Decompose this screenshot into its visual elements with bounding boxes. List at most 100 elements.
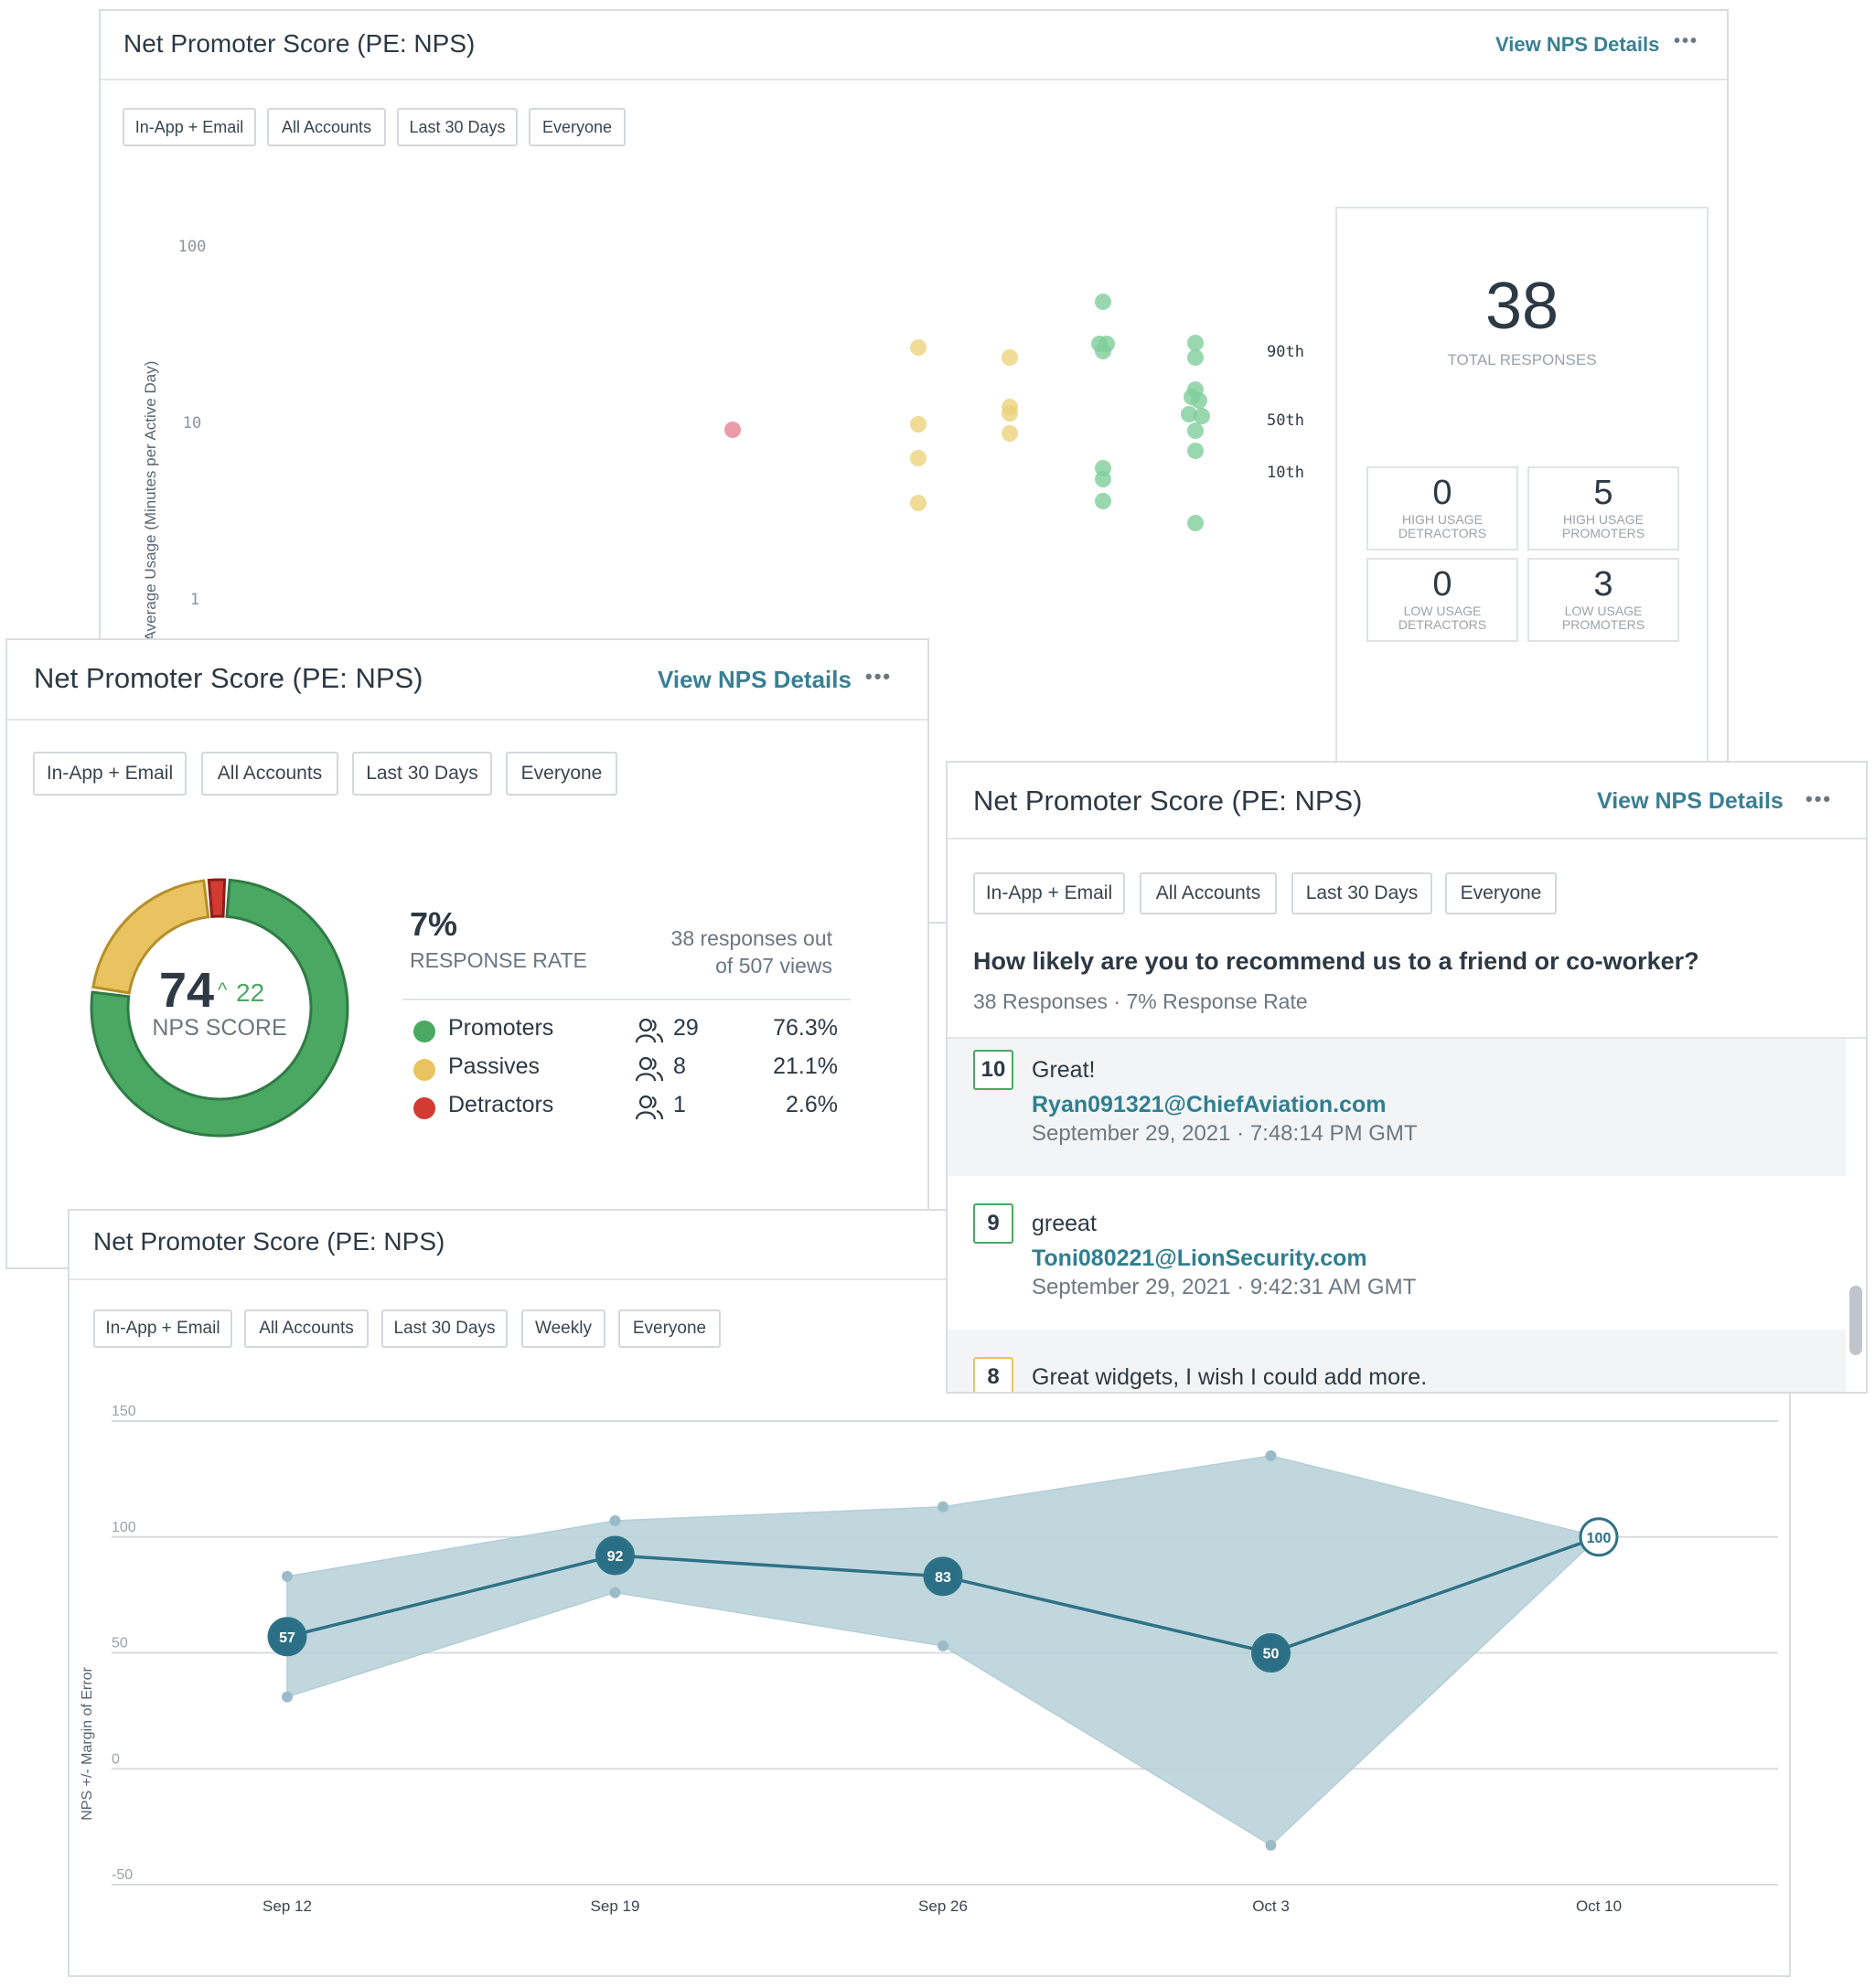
y-tick-label: 0	[112, 1751, 120, 1767]
nps-change-value: 22	[236, 978, 265, 1007]
stat-label-line1: LOW USAGE	[1403, 604, 1482, 618]
stat-label-line2: DETRACTORS	[1398, 526, 1487, 540]
card-header: Net Promoter Score (PE: NPS) View NPS De…	[948, 763, 1866, 839]
survey-meta: 38 Responses · 7% Response Rate	[973, 989, 1308, 1013]
nps-point[interactable]	[1251, 1633, 1291, 1673]
response-email-link[interactable]: Ryan091321@ChiefAviation.com	[1032, 1092, 1387, 1117]
filter-date-range[interactable]: Last 30 Days	[397, 108, 518, 146]
promoter-point	[1187, 349, 1204, 366]
nps-point[interactable]	[1579, 1517, 1619, 1557]
stat-label-line1: LOW USAGE	[1564, 604, 1643, 618]
promoter-point	[1194, 408, 1210, 424]
list-item[interactable]: 10 Great! Ryan091321@ChiefAviation.com S…	[948, 1039, 1846, 1176]
nps-point[interactable]	[267, 1617, 307, 1657]
promoter-point	[1187, 422, 1204, 439]
legend-percent: 76.3%	[773, 1015, 838, 1041]
filter-audience[interactable]: Everyone	[506, 752, 617, 796]
stat-label-line1: HIGH USAGE	[1563, 512, 1644, 527]
legend-row-detractors: Detractors 1 2.6%	[7, 1092, 927, 1128]
filter-accounts[interactable]: All Accounts	[201, 752, 338, 796]
legend-percent: 2.6%	[786, 1092, 838, 1117]
response-date: September 29, 2021 · 7:48:14 PM GMT	[1032, 1121, 1418, 1146]
percentile-label-90th: 90th	[1267, 343, 1304, 361]
passive-point	[1002, 405, 1018, 422]
filter-channel[interactable]: In-App + Email	[123, 108, 256, 146]
x-tick-label: Sep 19	[591, 1897, 640, 1915]
filter-audience[interactable]: Everyone	[529, 108, 626, 146]
low-usage-promoters: 3 LOW USAGE PROMOTERS	[1527, 558, 1679, 642]
score-badge: 9	[973, 1203, 1013, 1244]
stat-value: 5	[1593, 474, 1613, 512]
y-axis-label: NPS +/- Margin of Error	[80, 1667, 95, 1821]
y-tick-label: 50	[112, 1636, 128, 1651]
filter-channel[interactable]: In-App + Email	[33, 752, 187, 796]
filter-date-range[interactable]: Last 30 Days	[1291, 872, 1432, 914]
promoter-dot	[413, 1021, 435, 1042]
more-options-icon[interactable]: •••	[1674, 31, 1699, 51]
high-usage-promoters: 5 HIGH USAGE PROMOTERS	[1527, 466, 1679, 550]
filter-accounts[interactable]: All Accounts	[267, 108, 386, 146]
promoter-point	[1181, 406, 1197, 422]
users-icon	[635, 1094, 664, 1126]
filter-channel[interactable]: In-App + Email	[973, 872, 1125, 914]
usage-summary-panel: 38 TOTAL RESPONSES 0 HIGH USAGE DETRACTO…	[1335, 207, 1709, 920]
total-responses-label: TOTAL RESPONSES	[1447, 351, 1597, 369]
response-rate-label: RESPONSE RATE	[410, 948, 587, 972]
filter-date-range[interactable]: Last 30 Days	[352, 752, 492, 796]
usage-scatter-chart: Average Usage (Minutes per Active Day) 1…	[142, 238, 1304, 642]
response-text: Great!	[1032, 1057, 1096, 1083]
legend-row-promoters: Promoters 29 76.3%	[7, 1015, 927, 1052]
nps-trend-card: Net Promoter Score (PE: NPS) In-App + Em…	[68, 1209, 1791, 1977]
response-text: greeat	[1032, 1211, 1097, 1236]
more-options-icon[interactable]: •••	[1805, 787, 1833, 810]
list-item[interactable]: 9 greeat Toni080221@LionSecurity.com Sep…	[948, 1176, 1846, 1330]
filter-accounts[interactable]: All Accounts	[1140, 872, 1277, 914]
nps-score-card: Net Promoter Score (PE: NPS) View NPS De…	[5, 638, 929, 1269]
passive-point	[1002, 425, 1018, 442]
filter-audience[interactable]: Everyone	[1445, 872, 1557, 914]
promoter-point	[1191, 392, 1207, 409]
band-upper-point	[282, 1570, 293, 1582]
response-email-link[interactable]: Toni080221@LionSecurity.com	[1032, 1245, 1367, 1271]
view-nps-details-link[interactable]: View NPS Details	[1597, 788, 1784, 814]
view-nps-details-link[interactable]: View NPS Details	[1495, 33, 1660, 56]
nps-trend-chart: NPS +/- Margin of Error 150 100 50 0 -50 57 9…	[80, 1404, 1778, 1915]
nps-score-label: NPS SCORE	[152, 1015, 287, 1041]
filter-audience[interactable]: Everyone	[618, 1309, 721, 1348]
nps-point-label: 92	[607, 1549, 624, 1565]
view-nps-details-link[interactable]: View NPS Details	[658, 666, 852, 693]
card-title: Net Promoter Score (PE: NPS)	[93, 1227, 445, 1256]
more-options-icon[interactable]: •••	[865, 665, 893, 688]
scatter-points	[724, 294, 1210, 531]
legend-label: Passives	[448, 1053, 541, 1079]
band-upper-point	[938, 1501, 948, 1512]
y-tick-label: 10	[183, 414, 201, 433]
legend-count: 8	[673, 1053, 686, 1079]
promoter-point	[1095, 493, 1111, 509]
stat-value: 0	[1432, 565, 1452, 604]
nps-point[interactable]	[923, 1556, 963, 1597]
y-axis-label: Average Usage (Minutes per Active Day)	[142, 361, 159, 642]
filter-date-range[interactable]: Last 30 Days	[381, 1309, 508, 1348]
users-icon	[635, 1017, 664, 1049]
responses-summary-line2: of 507 views	[715, 954, 832, 978]
legend-label: Promoters	[448, 1015, 554, 1041]
list-item[interactable]: 8 Great widgets, I wish I could add more…	[948, 1330, 1846, 1392]
passive-point	[1002, 349, 1018, 366]
legend-count: 1	[673, 1092, 686, 1117]
band-lower-point	[938, 1640, 948, 1651]
nps-point[interactable]	[595, 1535, 635, 1576]
score-badge: 10	[973, 1050, 1013, 1090]
passive-dot	[413, 1059, 435, 1081]
legend-divider	[402, 999, 851, 1000]
responses-summary-line1: 38 responses out	[670, 926, 832, 950]
stat-label-line2: PROMOTERS	[1561, 617, 1645, 632]
passive-point	[910, 495, 927, 511]
nps-score-value: 74	[159, 963, 215, 1018]
filter-channel[interactable]: In-App + Email	[93, 1309, 232, 1348]
users-icon	[635, 1055, 664, 1087]
filter-interval[interactable]: Weekly	[521, 1309, 605, 1348]
scrollbar-thumb[interactable]	[1849, 1286, 1862, 1355]
filter-accounts[interactable]: All Accounts	[244, 1309, 369, 1348]
y-tick-label: 1	[190, 591, 199, 609]
